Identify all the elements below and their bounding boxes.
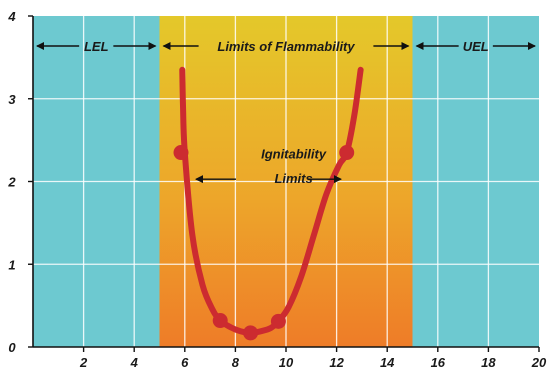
x-tick-label-9: 20 bbox=[531, 355, 547, 370]
series bbox=[179, 66, 364, 336]
data-point-3 bbox=[270, 313, 286, 329]
region-label-0: LEL bbox=[84, 39, 109, 54]
x-tick-label-4: 10 bbox=[279, 355, 294, 370]
y-tick-label-1: 1 bbox=[8, 257, 15, 272]
axes bbox=[28, 15, 540, 352]
annotations: Ignitability Limits bbox=[195, 146, 342, 186]
x-tick-label-3: 8 bbox=[232, 355, 240, 370]
annotation-1: Limits bbox=[274, 171, 312, 186]
y-tick-labels: 0 1 2 3 4 bbox=[7, 9, 16, 355]
data-point-0 bbox=[173, 145, 189, 161]
region-labels: LEL Limits of Flammability UEL bbox=[36, 39, 536, 54]
y-tick-label-4: 4 bbox=[7, 9, 16, 24]
region-label-2: UEL bbox=[463, 39, 489, 54]
x-tick-label-0: 2 bbox=[79, 355, 88, 370]
y-tick-label-2: 2 bbox=[7, 175, 16, 190]
data-point-4 bbox=[339, 145, 355, 161]
x-tick-label-6: 14 bbox=[380, 355, 395, 370]
data-point-1 bbox=[212, 313, 228, 329]
x-tick-label-5: 12 bbox=[329, 355, 344, 370]
y-tick-label-3: 3 bbox=[8, 92, 16, 107]
data-markers bbox=[173, 145, 355, 341]
y-tick-label-0: 0 bbox=[8, 340, 16, 355]
x-tick-label-8: 18 bbox=[481, 355, 496, 370]
x-tick-labels: 2 4 6 8 10 12 14 16 18 20 bbox=[79, 355, 547, 370]
series-line-0 bbox=[179, 66, 364, 336]
annotation-0: Ignitability bbox=[261, 146, 327, 161]
x-tick-label-2: 6 bbox=[181, 355, 189, 370]
x-tick-label-7: 16 bbox=[431, 355, 446, 370]
x-tick-label-1: 4 bbox=[130, 355, 139, 370]
region-label-1: Limits of Flammability bbox=[217, 39, 355, 54]
data-point-2 bbox=[243, 325, 259, 341]
